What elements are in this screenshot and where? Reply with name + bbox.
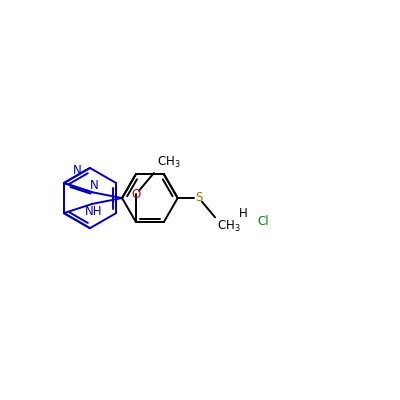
Text: CH$_3$: CH$_3$ (157, 155, 181, 170)
Text: H: H (239, 207, 248, 220)
Text: CH$_3$: CH$_3$ (217, 219, 241, 234)
Text: S: S (195, 191, 203, 204)
Text: Cl: Cl (258, 215, 269, 228)
Text: NH: NH (85, 205, 103, 218)
Text: O: O (131, 188, 141, 201)
Text: N: N (72, 164, 81, 177)
Text: N: N (90, 179, 98, 192)
